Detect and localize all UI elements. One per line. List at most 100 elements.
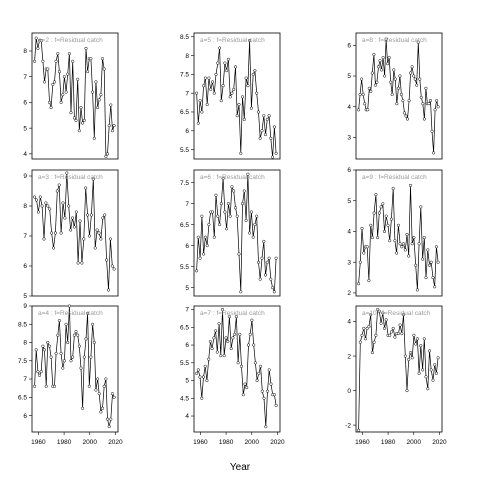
data-point xyxy=(82,355,86,359)
series-line xyxy=(34,172,115,291)
data-point xyxy=(246,84,250,88)
data-point xyxy=(200,110,204,114)
data-point xyxy=(76,261,80,265)
y-tick-label: 7 xyxy=(23,376,27,383)
data-point xyxy=(61,93,65,97)
data-point xyxy=(69,228,73,232)
data-point xyxy=(220,307,225,312)
y-tick-label: 8 xyxy=(23,340,27,347)
y-tick-label: 4 xyxy=(347,229,351,236)
y-tick-label: 6 xyxy=(185,342,189,349)
panel-9: -2 0 2 4 1960 1980 2000 2020 a=10 : f=Residual c… xyxy=(345,305,447,446)
data-point xyxy=(205,102,209,107)
data-point xyxy=(228,214,232,218)
data-point xyxy=(200,214,204,218)
x-tick-label: 2020 xyxy=(108,439,123,446)
data-point xyxy=(427,349,432,353)
data-point xyxy=(404,114,408,118)
data-point xyxy=(105,152,110,156)
x-axis-label: Year xyxy=(230,462,251,473)
data-point xyxy=(237,102,241,107)
data-point xyxy=(410,242,414,246)
x-tick-label: 1960 xyxy=(31,439,46,446)
data-point xyxy=(47,344,52,348)
data-point xyxy=(198,256,202,260)
data-point xyxy=(92,340,96,345)
data-point xyxy=(419,95,423,100)
data-point xyxy=(79,106,83,110)
x-tick-label: 2000 xyxy=(83,439,98,446)
data-point xyxy=(374,193,378,197)
data-point xyxy=(95,228,99,232)
data-point xyxy=(360,77,364,81)
data-point xyxy=(424,86,428,90)
data-point xyxy=(408,183,413,187)
data-point xyxy=(248,332,252,336)
data-point xyxy=(36,210,40,214)
data-point xyxy=(235,214,239,218)
data-point xyxy=(389,80,393,84)
y-tick-label: 7 xyxy=(23,74,27,81)
data-point xyxy=(100,406,105,410)
data-point xyxy=(223,210,227,214)
data-point xyxy=(376,65,381,69)
data-point xyxy=(76,333,80,337)
data-point xyxy=(110,392,115,396)
panel-frame xyxy=(355,305,443,433)
data-point xyxy=(72,333,76,337)
data-point xyxy=(242,189,246,193)
panel-7: 6 6.5 7 7.5 8 8.5 9 1960 1980 2000 2020 a=4 : f=Res… xyxy=(18,303,123,446)
data-point xyxy=(433,108,437,112)
data-point xyxy=(398,242,402,246)
data-point xyxy=(436,356,440,360)
data-point xyxy=(421,257,425,261)
data-point xyxy=(362,251,366,255)
data-point xyxy=(267,256,271,260)
y-tick-label: 3 xyxy=(347,135,351,142)
data-point xyxy=(369,313,373,317)
y-tick-label: 3 xyxy=(347,259,351,266)
data-point xyxy=(403,354,407,358)
data-point xyxy=(379,68,384,72)
data-point xyxy=(228,95,232,99)
data-point xyxy=(241,393,245,397)
data-point xyxy=(262,239,266,243)
data-point xyxy=(381,202,385,206)
data-point xyxy=(63,216,67,220)
data-point xyxy=(44,384,48,388)
y-tick-label: 7 xyxy=(23,233,27,240)
data-point xyxy=(377,309,381,313)
panel-frame xyxy=(31,32,119,160)
data-point xyxy=(34,198,39,202)
data-point xyxy=(367,279,371,283)
data-point xyxy=(428,99,433,103)
data-point xyxy=(431,378,435,382)
data-point xyxy=(230,185,234,189)
data-point xyxy=(378,59,382,63)
y-tick-label: 6.5 xyxy=(180,109,189,116)
data-point xyxy=(97,98,101,102)
data-point xyxy=(240,202,245,206)
data-point xyxy=(427,263,432,267)
data-point xyxy=(415,288,419,292)
data-point xyxy=(66,72,70,76)
x-tick-label: 1980 xyxy=(381,439,396,446)
data-point xyxy=(240,95,245,99)
series-line xyxy=(358,185,439,290)
data-point xyxy=(375,80,379,84)
data-point xyxy=(226,202,230,206)
data-point xyxy=(202,84,206,88)
data-point xyxy=(53,231,57,235)
data-point xyxy=(42,348,47,352)
data-point xyxy=(96,106,100,110)
data-point xyxy=(61,366,65,370)
data-point xyxy=(395,102,399,106)
y-tick-label: 2 xyxy=(347,353,351,360)
data-point xyxy=(246,343,251,347)
data-point xyxy=(41,344,45,348)
data-point xyxy=(74,330,78,334)
data-point xyxy=(229,347,233,351)
data-point xyxy=(250,318,254,322)
data-point xyxy=(358,260,362,264)
